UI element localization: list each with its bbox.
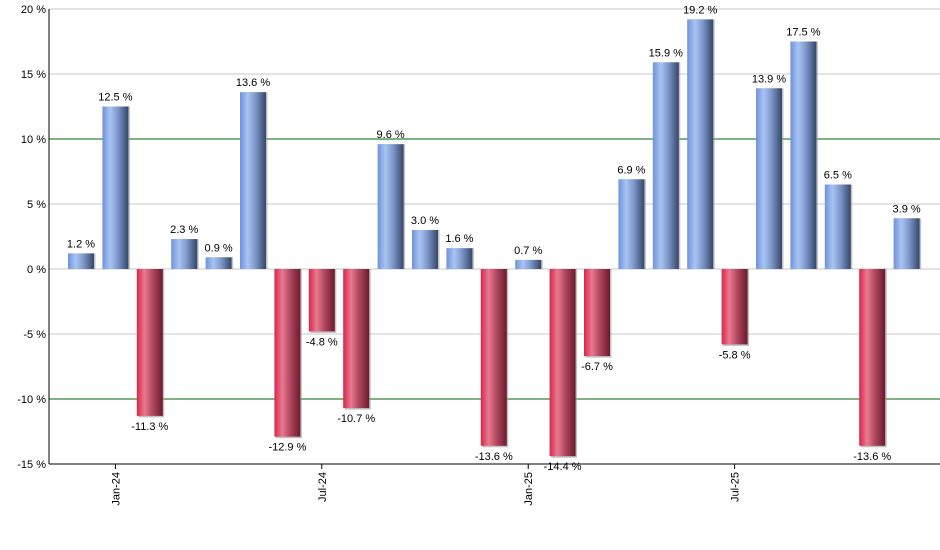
value-label: 2.3 %	[170, 224, 198, 236]
bar-Dec-24	[480, 269, 507, 446]
bar-Jun-24	[274, 269, 301, 437]
value-label: 15.9 %	[649, 47, 683, 59]
value-label: -10.7 %	[337, 413, 375, 425]
value-label: -13.6 %	[853, 451, 891, 463]
bar-Nov-24	[446, 248, 473, 269]
bar-Aug-24	[343, 269, 370, 409]
y-tick-label: 20 %	[21, 4, 46, 16]
y-tick-label: -5 %	[23, 329, 46, 341]
value-label: 6.9 %	[617, 164, 645, 176]
value-label: -4.8 %	[306, 336, 338, 348]
y-tick-label: 0 %	[27, 264, 46, 276]
x-tick-label: Jul-25	[730, 472, 742, 502]
value-label: 3.9 %	[893, 203, 921, 215]
axes: 20 % 15 % 10 % 5 % 0 % -5 % -10 % -15 % Jan-24 Ju…	[17, 4, 940, 506]
value-label: 17.5 %	[786, 27, 820, 39]
bar-Mar-24	[171, 239, 198, 269]
bar-Dec-25	[893, 218, 920, 269]
bar-Oct-25	[824, 184, 851, 269]
value-labels: 1.2 % 12.5 % -11.3 % 2.3 % 0.9 % 13.6 % -12.9 …	[67, 4, 921, 473]
bar-Sep-25	[790, 41, 817, 269]
bar-Jul-24	[308, 269, 335, 332]
value-label: 19.2 %	[683, 4, 717, 16]
y-tick-label: -15 %	[17, 459, 46, 471]
bar-Nov-25	[859, 269, 886, 446]
y-tick-label: -10 %	[17, 394, 46, 406]
value-label: 0.9 %	[205, 242, 233, 254]
y-tick-label: 15 %	[21, 69, 46, 81]
bar-Apr-24	[205, 257, 232, 269]
bar-Feb-25	[549, 269, 576, 457]
value-label: 6.5 %	[824, 170, 852, 182]
value-label: 3.0 %	[411, 215, 439, 227]
bar-Jul-25	[721, 269, 748, 345]
value-label: 1.2 %	[67, 238, 95, 250]
y-tick-label: 10 %	[21, 134, 46, 146]
bar-Apr-25	[618, 179, 645, 269]
value-label: -12.9 %	[268, 442, 306, 454]
y-tick-label: 5 %	[27, 199, 46, 211]
x-tick-label: Jan-25	[523, 472, 535, 506]
value-label: -13.6 %	[475, 451, 513, 463]
value-label: 0.7 %	[514, 245, 542, 257]
value-label: 1.6 %	[445, 233, 473, 245]
bar-Jun-25	[687, 19, 714, 270]
bars	[68, 19, 922, 458]
value-label: -11.3 %	[131, 421, 168, 433]
value-label: -6.7 %	[581, 361, 613, 373]
bar-Mar-25	[584, 269, 610, 357]
bar-Sep-24	[377, 144, 404, 269]
bar-Jan-25	[515, 259, 542, 269]
bar-Dec-23	[68, 253, 94, 269]
bar-May-24	[240, 92, 266, 269]
value-label: 13.9 %	[752, 73, 786, 85]
bar-Aug-25	[756, 88, 782, 269]
value-label: 9.6 %	[377, 129, 405, 141]
bar-May-25	[652, 62, 679, 269]
bar-Jan-24	[102, 106, 129, 269]
bar-Oct-24	[412, 230, 438, 269]
value-label: 13.6 %	[236, 77, 270, 89]
x-tick-label: Jan-24	[110, 472, 122, 506]
bar-Feb-24	[136, 269, 163, 416]
x-tick-label: Jul-24	[317, 472, 329, 502]
value-label: 12.5 %	[98, 92, 132, 104]
value-label: -5.8 %	[719, 349, 751, 361]
value-label: -14.4 %	[544, 461, 582, 473]
